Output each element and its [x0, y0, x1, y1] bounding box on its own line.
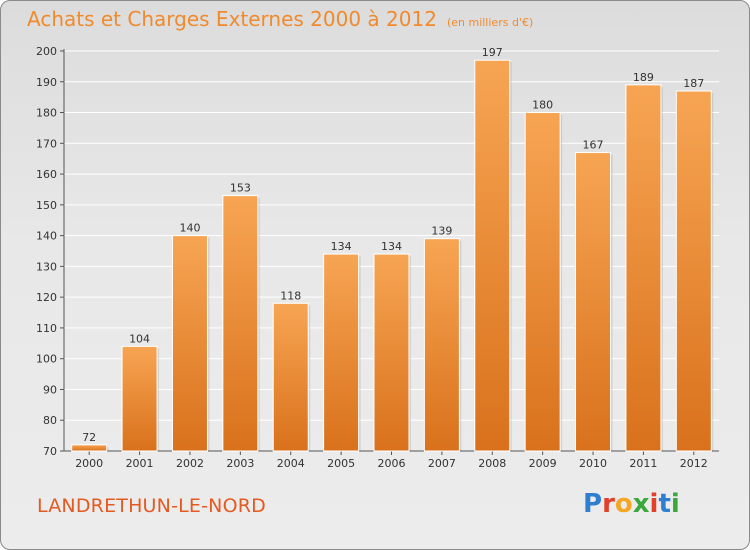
- y-tick-label: 90: [43, 383, 57, 396]
- bar-2004[interactable]: [272, 302, 309, 452]
- logo-letter: o: [614, 489, 633, 519]
- bar-2012[interactable]: [675, 90, 712, 452]
- y-tick-label: 130: [36, 260, 57, 273]
- y-tick-label: 100: [36, 353, 57, 366]
- x-tick-label: 2010: [579, 457, 607, 470]
- bar-2003[interactable]: [222, 195, 259, 452]
- y-tick-label: 140: [36, 230, 57, 243]
- bar-2009[interactable]: [524, 112, 561, 452]
- x-tick-label: 2006: [378, 457, 406, 470]
- data-label: 167: [583, 139, 604, 152]
- y-tick-label: 170: [36, 137, 57, 150]
- proxiti-logo[interactable]: Proxiti: [583, 489, 680, 519]
- data-label: 104: [129, 332, 150, 345]
- data-label: 134: [331, 240, 352, 253]
- y-tick-label: 160: [36, 168, 57, 181]
- bar-2006[interactable]: [373, 253, 410, 452]
- x-tick-label: 2004: [277, 457, 305, 470]
- bar-2008[interactable]: [474, 59, 511, 452]
- town-name: LANDRETHUN-LE-NORD: [37, 495, 266, 517]
- data-label: 72: [82, 431, 96, 444]
- logo-letter: P: [583, 489, 603, 519]
- logo-letter: x: [632, 489, 650, 519]
- chart-subtitle: (en milliers d'€): [446, 16, 534, 29]
- x-tick-label: 2002: [176, 457, 204, 470]
- data-label: 140: [179, 222, 200, 235]
- logo-letter: t: [658, 489, 671, 519]
- data-label: 189: [633, 71, 654, 84]
- x-tick-label: 2003: [226, 457, 254, 470]
- bar-2001[interactable]: [121, 345, 158, 452]
- y-tick-label: 80: [43, 414, 57, 427]
- bar-2007[interactable]: [423, 238, 460, 452]
- x-tick-label: 2012: [680, 457, 708, 470]
- y-tick-label: 70: [43, 445, 57, 458]
- bar-2002[interactable]: [171, 235, 208, 452]
- bar-2011[interactable]: [625, 84, 662, 452]
- x-tick-label: 2009: [529, 457, 557, 470]
- y-tick-label: 200: [36, 45, 57, 58]
- data-label: 187: [683, 77, 704, 90]
- chart-title: Achats et Charges Externes 2000 à 2012: [27, 7, 437, 31]
- x-tick-label: 2005: [327, 457, 355, 470]
- data-label: 139: [431, 225, 452, 238]
- data-label: 134: [381, 240, 402, 253]
- data-label: 197: [482, 46, 503, 59]
- bar-2005[interactable]: [323, 253, 360, 452]
- label-layer: 7080901001101201301401501601701801902007…: [36, 45, 708, 470]
- logo-letter: i: [649, 489, 659, 519]
- logo-letter: i: [670, 489, 680, 519]
- data-label: 153: [230, 182, 251, 195]
- title-row: Achats et Charges Externes 2000 à 2012 (e…: [27, 7, 533, 31]
- x-tick-label: 2001: [126, 457, 154, 470]
- y-tick-label: 150: [36, 199, 57, 212]
- x-tick-label: 2007: [428, 457, 456, 470]
- data-label: 118: [280, 289, 301, 302]
- x-tick-label: 2008: [478, 457, 506, 470]
- y-tick-label: 120: [36, 291, 57, 304]
- y-tick-label: 190: [36, 76, 57, 89]
- bar-layer: [71, 59, 714, 452]
- x-tick-label: 2011: [629, 457, 657, 470]
- bar-2000[interactable]: [71, 444, 108, 452]
- logo-letter: r: [602, 489, 615, 519]
- y-tick-label: 180: [36, 107, 57, 120]
- x-tick-label: 2000: [75, 457, 103, 470]
- data-label: 180: [532, 99, 553, 112]
- bar-2010[interactable]: [575, 152, 612, 452]
- y-tick-label: 110: [36, 322, 57, 335]
